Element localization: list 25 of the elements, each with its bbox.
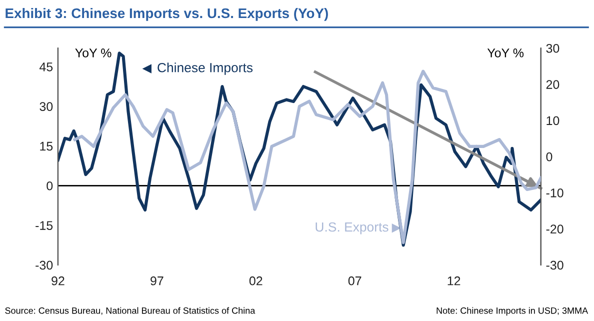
y-tick-label: -15: [36, 221, 53, 230]
chart-title: Exhibit 3: Chinese Imports vs. U.S. Exports (YoY): [6, 8, 328, 21]
x-tick-label: 97: [150, 276, 164, 286]
series-label: U.S. Exports: [316, 222, 388, 234]
source-note: Source: Census Bureau, National Bureau of Statistics of China: [5, 307, 256, 315]
x-tick-label: 07: [348, 276, 362, 286]
y2-tick-label: 30: [546, 44, 560, 53]
x-tick-label: 12: [448, 276, 460, 286]
y2-tick-label: -20: [546, 224, 564, 234]
y-tick-label: 45: [40, 62, 53, 72]
text: Note: Chinese Imports in USD; 3MMA: [436, 307, 588, 316]
y2-axis-title: YoY %: [487, 48, 524, 58]
y-axis-title: YoY %: [75, 48, 112, 58]
y2-tick-label: 20: [546, 80, 560, 89]
y2-tick-label: -30: [546, 260, 564, 270]
y2-tick-label: 10: [546, 116, 560, 126]
y2-tick-label: 0: [546, 152, 552, 162]
y-tick-label: 30: [40, 102, 53, 111]
y-tick-label: 15: [40, 142, 53, 151]
y-tick-label: 0: [46, 181, 53, 190]
y-tick-label: -30: [36, 260, 53, 270]
y2-tick-label: -10: [546, 188, 564, 198]
x-tick-label: 92: [52, 276, 64, 286]
legend-label: Chinese Imports: [158, 62, 253, 75]
x-tick-label: 02: [249, 276, 262, 286]
